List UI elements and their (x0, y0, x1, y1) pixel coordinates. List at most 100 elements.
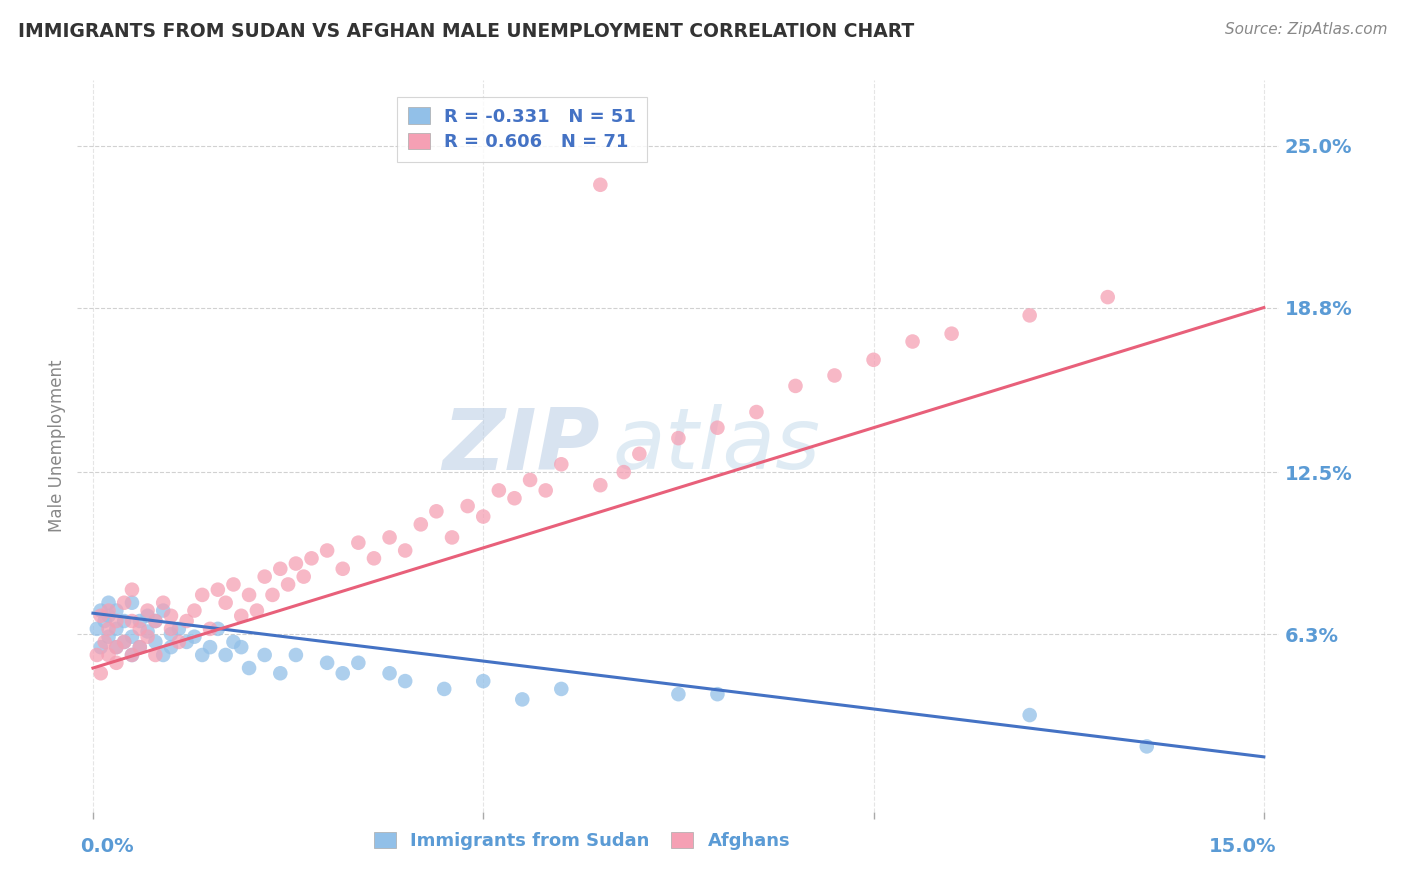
Point (160, 627, 183, 641)
Text: IMMIGRANTS FROM SUDAN VS AFGHAN MALE UNEMPLOYMENT CORRELATION CHART: IMMIGRANTS FROM SUDAN VS AFGHAN MALE UNE… (18, 22, 914, 41)
Point (121, 596, 143, 610)
Point (97, 604, 120, 618)
Point (112, 596, 135, 610)
Point (93, 614, 115, 628)
Point (145, 614, 167, 628)
Y-axis label: Male Unemployment: Male Unemployment (48, 359, 66, 533)
Point (332, 562, 354, 576)
Point (128, 614, 150, 628)
Point (191, 588, 214, 602)
Point (198, 640, 221, 655)
Point (183, 630, 205, 644)
Point (862, 352, 884, 367)
Point (378, 666, 401, 681)
Point (745, 405, 768, 419)
Point (394, 543, 416, 558)
Point (269, 562, 291, 576)
Point (97, 630, 120, 644)
Point (534, 483, 557, 498)
Point (167, 635, 190, 649)
Point (93, 635, 115, 649)
Point (145, 648, 167, 662)
Point (550, 458, 572, 472)
Point (105, 640, 128, 655)
Point (941, 326, 963, 341)
Point (145, 635, 167, 649)
Point (269, 666, 291, 681)
Point (277, 577, 299, 591)
Text: 0.0%: 0.0% (80, 837, 134, 855)
Point (97, 648, 120, 662)
Text: atlas: atlas (612, 404, 820, 488)
Point (167, 622, 190, 636)
Point (128, 622, 150, 636)
Point (105, 604, 128, 618)
Point (316, 543, 339, 558)
Point (198, 622, 221, 636)
Point (136, 624, 159, 639)
Point (121, 582, 143, 597)
Point (231, 640, 253, 655)
Point (457, 499, 479, 513)
Point (238, 661, 260, 675)
Point (433, 681, 456, 696)
Point (238, 588, 260, 602)
Text: ZIP: ZIP (443, 404, 600, 488)
Point (121, 648, 143, 662)
Point (160, 608, 183, 623)
Point (105, 622, 128, 636)
Point (152, 604, 174, 618)
Point (824, 368, 846, 383)
Point (332, 666, 354, 681)
Point (409, 517, 432, 532)
Point (1097, 290, 1119, 304)
Point (112, 614, 135, 628)
Point (706, 421, 728, 435)
Point (136, 604, 159, 618)
Point (246, 604, 269, 618)
Point (301, 551, 323, 566)
Point (550, 681, 572, 696)
Point (262, 588, 284, 602)
Point (472, 674, 495, 689)
Point (785, 379, 807, 393)
Point (589, 178, 612, 192)
Point (128, 640, 150, 655)
Point (112, 635, 135, 649)
Point (394, 674, 416, 689)
Point (440, 530, 463, 544)
Point (97, 608, 120, 623)
Point (152, 596, 174, 610)
Point (253, 569, 276, 583)
Point (90, 640, 112, 655)
Point (1018, 309, 1040, 323)
Point (488, 483, 510, 498)
Point (97, 622, 120, 636)
Point (668, 687, 690, 701)
Point (207, 622, 229, 636)
Point (292, 569, 315, 583)
Point (1136, 739, 1159, 754)
Point (90, 608, 112, 623)
Point (347, 535, 370, 549)
Point (503, 491, 526, 506)
Point (183, 604, 205, 618)
Point (136, 630, 159, 644)
Point (613, 465, 636, 479)
Point (231, 608, 253, 623)
Point (136, 608, 159, 623)
Point (472, 509, 495, 524)
Text: 15.0%: 15.0% (1209, 837, 1277, 855)
Point (105, 614, 128, 628)
Point (86, 622, 108, 636)
Point (589, 478, 612, 492)
Point (901, 334, 924, 349)
Point (160, 640, 183, 655)
Point (347, 656, 370, 670)
Point (121, 614, 143, 628)
Point (706, 687, 728, 701)
Point (316, 656, 339, 670)
Point (214, 648, 236, 662)
Point (1018, 708, 1040, 723)
Point (628, 447, 651, 461)
